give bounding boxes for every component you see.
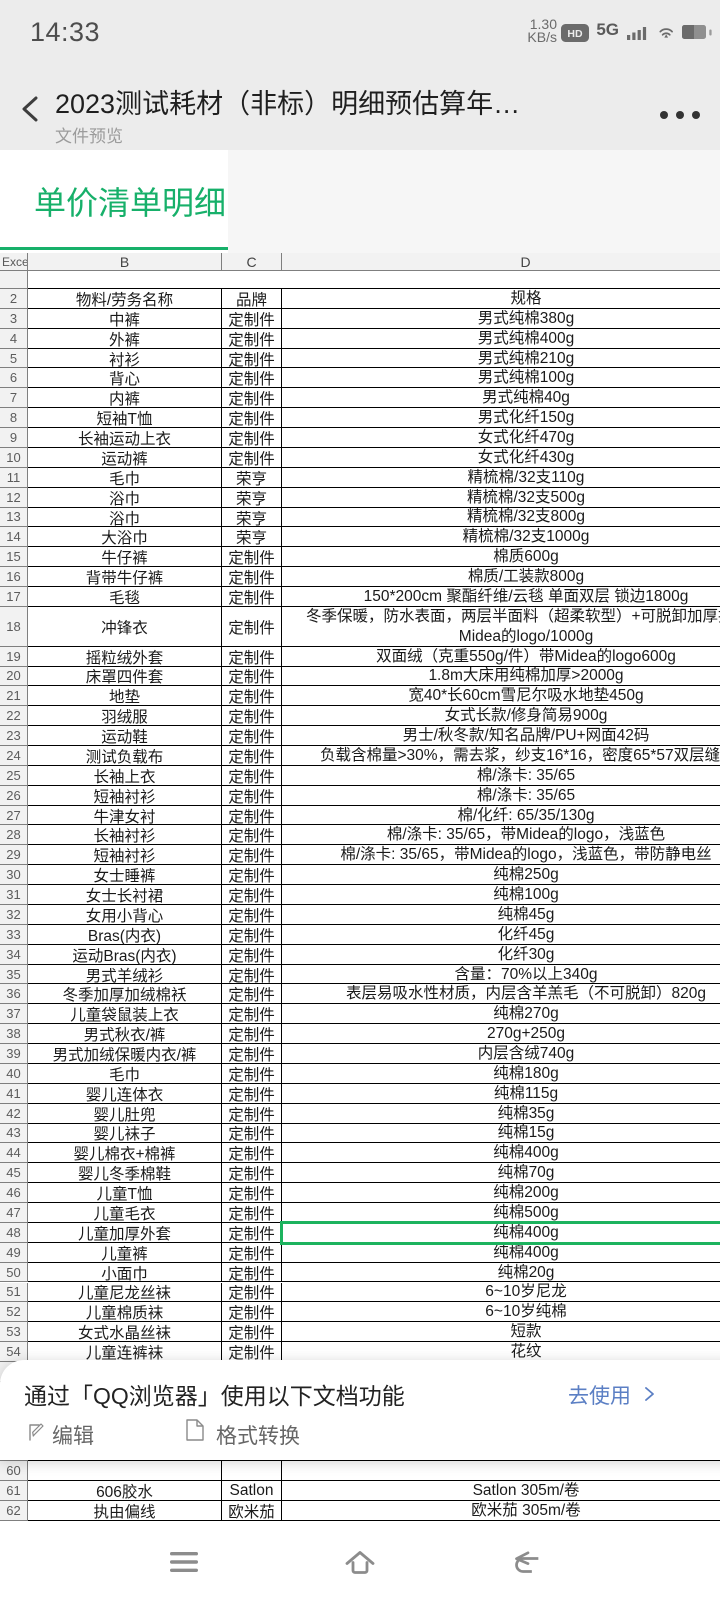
svg-text:HD: HD (567, 28, 583, 40)
